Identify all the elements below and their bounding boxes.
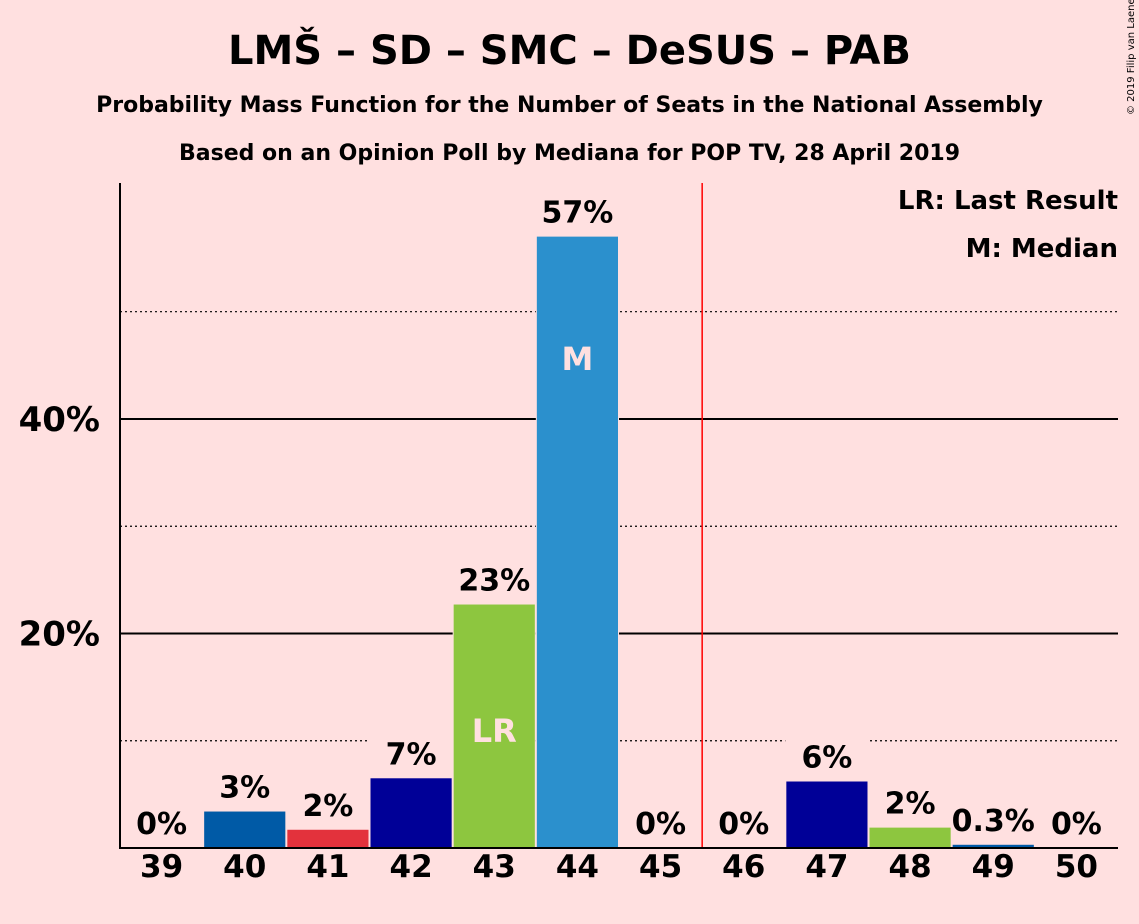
bar-seat-41 bbox=[287, 829, 369, 848]
x-tick-label: 49 bbox=[972, 849, 1015, 885]
x-tick-label: 41 bbox=[306, 849, 349, 885]
bar-seat-42 bbox=[370, 778, 452, 848]
chart-title: LMŠ – SD – SMC – DeSUS – PAB bbox=[228, 26, 911, 74]
value-label: 0% bbox=[718, 807, 769, 842]
copyright-note: © 2019 Filip van Laenen bbox=[1126, 0, 1137, 115]
y-tick-label: 40% bbox=[19, 400, 100, 440]
y-tick-label: 20% bbox=[19, 614, 100, 654]
value-label: 7% bbox=[386, 737, 437, 772]
inner-label-m: M bbox=[561, 340, 593, 378]
chart-source: Based on an Opinion Poll by Mediana for … bbox=[179, 141, 960, 166]
bar-seat-44 bbox=[536, 236, 618, 848]
x-tick-label: 45 bbox=[639, 849, 682, 885]
value-label: 2% bbox=[885, 787, 936, 822]
value-label: 2% bbox=[302, 789, 353, 824]
bar-seat-48 bbox=[869, 827, 951, 848]
bar-seat-40 bbox=[204, 811, 286, 848]
x-tick-label: 43 bbox=[473, 849, 516, 885]
value-label: 3% bbox=[219, 771, 270, 806]
x-tick-label: 50 bbox=[1055, 849, 1098, 885]
chart-subtitle: Probability Mass Function for the Number… bbox=[96, 93, 1043, 118]
value-label: 0.3% bbox=[952, 804, 1035, 839]
x-tick-label: 39 bbox=[140, 849, 183, 885]
x-tick-label: 47 bbox=[805, 849, 848, 885]
x-tick-label: 48 bbox=[889, 849, 932, 885]
x-tick-label: 40 bbox=[223, 849, 266, 885]
data-labels: 0% 3% 2% 7% 23% LR 57% M 0% 0% 6% 2% 0.3% 0% bbox=[136, 196, 1102, 842]
x-tick-label: 42 bbox=[390, 849, 433, 885]
bar-seat-49 bbox=[952, 844, 1034, 848]
value-label: 23% bbox=[458, 564, 530, 599]
bars bbox=[203, 184, 1035, 848]
value-label: 0% bbox=[635, 807, 686, 842]
x-tick-label: 46 bbox=[722, 849, 765, 885]
value-label: 57% bbox=[542, 196, 614, 231]
bar-seat-47 bbox=[786, 781, 868, 848]
bar-gap bbox=[951, 792, 1035, 848]
legend-last-result: LR: Last Result bbox=[898, 186, 1118, 216]
axes: 20% 40% 39 40 41 42 43 44 45 46 47 48 49 50 bbox=[19, 183, 1118, 885]
value-label: 0% bbox=[136, 807, 187, 842]
value-label: 0% bbox=[1051, 807, 1102, 842]
x-tick-label: 44 bbox=[556, 849, 599, 885]
legend-median: M: Median bbox=[966, 234, 1118, 264]
bar-seat-43 bbox=[453, 604, 535, 848]
inner-label-lr: LR bbox=[472, 712, 517, 750]
value-label: 6% bbox=[801, 741, 852, 776]
